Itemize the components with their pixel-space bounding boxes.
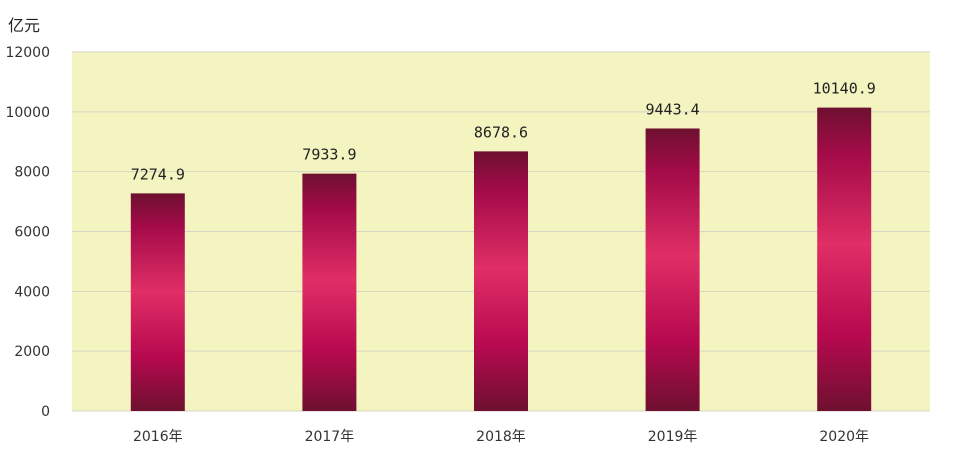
y-tick-label: 10000	[5, 105, 50, 121]
x-tick-label: 2019年	[648, 429, 698, 445]
data-label: 7933.9	[302, 146, 356, 164]
data-label: 9443.4	[646, 100, 700, 118]
bar	[302, 173, 357, 411]
x-tick-label: 2017年	[305, 429, 355, 445]
y-axis-ticks: 0 2000 4000 6000 8000 10000 12000	[5, 45, 50, 420]
bar	[474, 151, 528, 411]
y-tick-label: 12000	[5, 45, 50, 61]
bars	[130, 107, 872, 411]
y-tick-label: 4000	[14, 284, 50, 300]
data-labels: 7274.9 7933.9 8678.6 9443.4 10140.9	[131, 80, 876, 184]
y-tick-label: 8000	[14, 165, 50, 181]
y-tick-label: 0	[41, 404, 50, 420]
bar	[130, 193, 185, 411]
data-label: 7274.9	[131, 165, 185, 183]
data-label: 10140.9	[813, 80, 876, 98]
y-tick-label: 2000	[14, 344, 50, 360]
y-tick-label: 6000	[14, 225, 50, 241]
x-tick-label: 2018年	[476, 429, 526, 445]
y-axis-unit-label: 亿元	[8, 16, 41, 35]
x-axis-ticks: 2016年 2017年 2018年 2019年 2020年	[133, 429, 869, 445]
bar	[817, 107, 872, 411]
x-tick-label: 2020年	[819, 429, 869, 445]
data-label: 8678.6	[474, 123, 528, 141]
bar	[645, 128, 700, 411]
x-tick-label: 2016年	[133, 429, 183, 445]
